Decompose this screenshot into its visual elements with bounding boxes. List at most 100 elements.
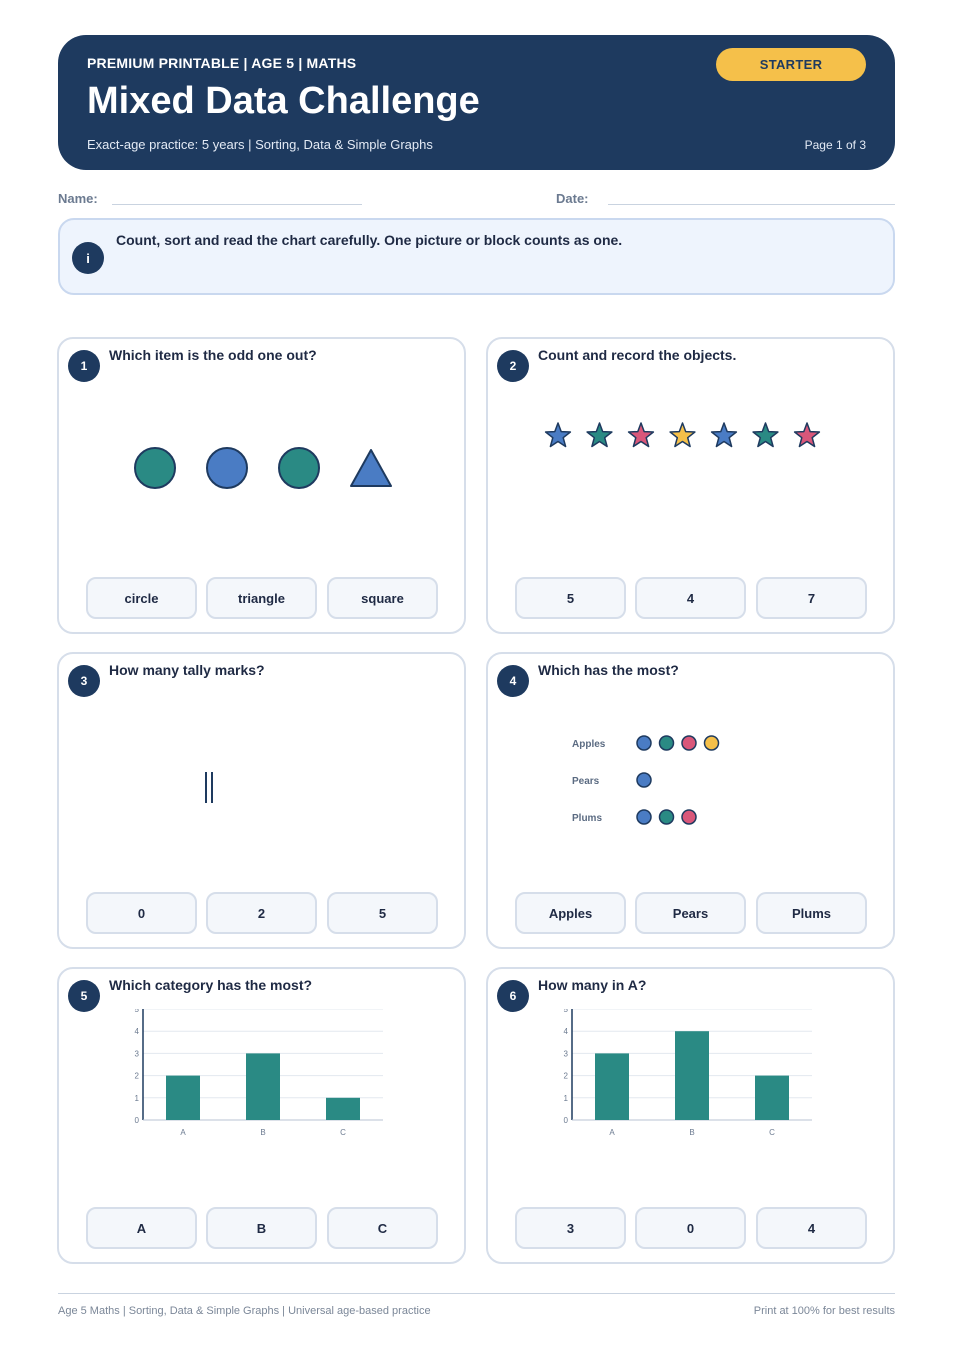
level-badge: STARTER: [716, 48, 866, 81]
x-tick-label: B: [689, 1128, 694, 1137]
question-card-6: 6 How many in A? 0 1 2 3 4 5 A B C 3 0 4: [486, 967, 895, 1264]
answer-option[interactable]: Pears: [635, 892, 746, 934]
answer-option[interactable]: Plums: [756, 892, 867, 934]
teal-circle-shape: [278, 447, 320, 489]
y-tick-label: 2: [135, 1072, 140, 1081]
x-tick-label: B: [260, 1128, 265, 1137]
star-icon: [627, 422, 655, 448]
question-card-1: 1 Which item is the odd one out? circle …: [57, 337, 466, 634]
answer-option[interactable]: 0: [635, 1207, 746, 1249]
chart-bar: [675, 1031, 709, 1120]
star-icon: [586, 422, 613, 448]
header-kicker: PREMIUM PRINTABLE | AGE 5 | MATHS: [87, 55, 357, 71]
instructions-text: Count, sort and read the chart carefully…: [116, 232, 623, 248]
question-number: 6: [497, 980, 529, 1012]
y-tick-label: 0: [135, 1116, 140, 1125]
y-tick-label: 4: [564, 1027, 569, 1036]
answer-option[interactable]: 5: [515, 577, 626, 619]
page-title: Mixed Data Challenge: [87, 80, 480, 122]
footer-print-note: Print at 100% for best results: [753, 1305, 895, 1317]
pictogram-row-label: Plums: [572, 813, 602, 824]
pictogram-dot: [636, 735, 652, 751]
answer-option[interactable]: square: [327, 577, 438, 619]
x-tick-label: C: [769, 1128, 775, 1137]
question-number: 2: [497, 350, 529, 382]
name-field[interactable]: [112, 204, 362, 205]
stars-visual: [544, 422, 821, 448]
chart-bar: [595, 1053, 629, 1120]
pictogram-visual: Apples Pears Plums: [572, 735, 720, 825]
answer-option[interactable]: 5: [327, 892, 438, 934]
teal-circle-shape: [134, 447, 176, 489]
worksheet-header: PREMIUM PRINTABLE | AGE 5 | MATHS Mixed …: [58, 35, 895, 170]
shapes-visual: [134, 447, 392, 489]
x-tick-label: A: [180, 1128, 186, 1137]
answer-option[interactable]: 4: [756, 1207, 867, 1249]
chart-bar: [166, 1075, 200, 1120]
question-prompt: How many in A?: [538, 977, 647, 993]
info-icon: i: [72, 242, 104, 274]
x-tick-label: A: [609, 1128, 615, 1137]
y-tick-label: 1: [564, 1094, 569, 1103]
tally-visual: [205, 772, 213, 803]
answer-option[interactable]: 4: [635, 577, 746, 619]
answer-option[interactable]: 2: [206, 892, 317, 934]
chart-bar: [755, 1075, 789, 1120]
page-indicator: Page 1 of 3: [804, 138, 866, 152]
y-tick-label: 0: [564, 1116, 569, 1125]
question-prompt: Which category has the most?: [109, 977, 313, 993]
pictogram-dot: [681, 735, 697, 751]
question-prompt: Count and record the objects.: [538, 347, 737, 363]
blue-triangle-shape: [350, 449, 392, 487]
answer-option[interactable]: Apples: [515, 892, 626, 934]
answer-options: circle triangle square: [86, 577, 438, 619]
star-icon: [669, 422, 696, 448]
y-tick-label: 5: [135, 1009, 140, 1014]
answer-option[interactable]: A: [86, 1207, 197, 1249]
question-card-2: 2 Count and record the objects. 5 4 7: [486, 337, 895, 634]
pictogram-dot: [703, 735, 720, 751]
answer-option[interactable]: 0: [86, 892, 197, 934]
chart-bar: [246, 1053, 280, 1120]
answer-option[interactable]: 7: [756, 577, 867, 619]
answer-option[interactable]: B: [206, 1207, 317, 1249]
star-icon: [752, 422, 779, 448]
pictogram-row-label: Pears: [572, 776, 600, 787]
question-prompt: How many tally marks?: [109, 662, 265, 678]
answer-options: 5 4 7: [515, 577, 867, 619]
pictogram-row-label: Apples: [572, 739, 606, 750]
answer-option[interactable]: 3: [515, 1207, 626, 1249]
answer-option[interactable]: C: [327, 1207, 438, 1249]
date-field[interactable]: [608, 204, 895, 205]
question-number: 4: [497, 665, 529, 697]
header-subtitle: Exact-age practice: 5 years | Sorting, D…: [87, 137, 433, 152]
instructions-box: i Count, sort and read the chart careful…: [58, 218, 895, 295]
blue-circle-shape: [206, 447, 248, 489]
y-tick-label: 1: [135, 1094, 140, 1103]
y-tick-label: 3: [135, 1049, 140, 1058]
pictogram-dot: [658, 735, 675, 751]
pictogram-dot: [658, 809, 675, 825]
question-number: 1: [68, 350, 100, 382]
footer-text: Age 5 Maths | Sorting, Data & Simple Gra…: [58, 1305, 431, 1317]
bar-chart: 0 1 2 3 4 5 A B C: [135, 1009, 383, 1137]
pictogram-dot: [636, 772, 652, 788]
answer-option[interactable]: triangle: [206, 577, 317, 619]
pictogram-dot: [636, 809, 652, 825]
y-tick-label: 2: [564, 1072, 569, 1081]
question-card-3: 3 How many tally marks? 0 2 5: [57, 652, 466, 949]
star-icon: [710, 422, 738, 448]
answer-options: 3 0 4: [515, 1207, 867, 1249]
question-card-4: 4 Which has the most? Apples Pears Plums A…: [486, 652, 895, 949]
bar-chart: 0 1 2 3 4 5 A B C: [564, 1009, 812, 1137]
pictogram-dot: [681, 809, 697, 825]
question-prompt: Which item is the odd one out?: [109, 347, 317, 363]
y-tick-label: 4: [135, 1027, 140, 1036]
chart-bar: [326, 1097, 360, 1120]
star-icon: [544, 422, 572, 448]
x-tick-label: C: [340, 1128, 346, 1137]
answer-option[interactable]: circle: [86, 577, 197, 619]
name-label: Name:: [58, 191, 98, 206]
y-tick-label: 3: [564, 1049, 569, 1058]
y-tick-label: 5: [564, 1009, 569, 1014]
